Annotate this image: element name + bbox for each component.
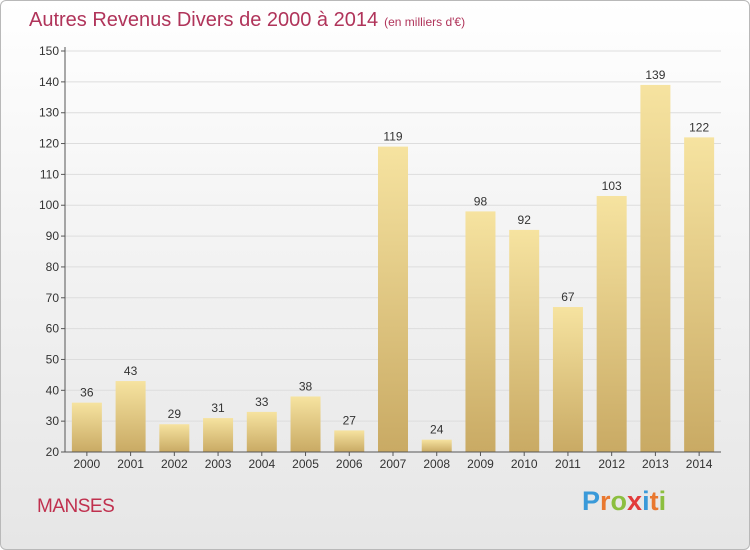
data-label: 31 [211,401,225,415]
y-tick-label: 140 [39,75,59,89]
x-tick-label: 2013 [642,457,669,471]
data-label: 29 [168,407,182,421]
x-tick-label: 2001 [117,457,144,471]
y-tick-label: 60 [46,322,60,336]
x-tick-label: 2000 [74,457,101,471]
logo-letter: x [627,486,643,516]
bar [640,84,671,452]
x-tick-label: 2004 [248,457,275,471]
bar [596,195,627,452]
bar [203,418,234,452]
y-tick-label: 150 [39,44,59,58]
y-tick-label: 100 [39,198,59,212]
bar [552,307,583,452]
logo-letter: P [582,486,601,516]
y-tick-label: 30 [46,414,60,428]
x-tick-label: 2009 [467,457,494,471]
logo-letter: r [600,486,611,516]
y-tick-label: 120 [39,137,59,151]
x-tick-label: 2014 [686,457,713,471]
y-tick-label: 90 [46,229,60,243]
y-tick-label: 110 [40,167,59,181]
x-tick-label: 2010 [511,457,538,471]
data-label: 38 [299,379,313,393]
data-label: 27 [343,413,357,427]
chart-subtitle: (en milliers d'€) [384,15,466,29]
place-name: MANSES [37,496,115,517]
x-tick-label: 2005 [292,457,319,471]
x-tick-label: 2003 [205,457,232,471]
bar [509,229,540,452]
bar [465,211,496,452]
bar [246,411,277,452]
data-label: 43 [124,364,138,378]
bar [290,396,321,452]
chart-title-text: Autres Revenus Divers de 2000 à 2014 [29,9,379,31]
x-tick-label: 2012 [598,457,625,471]
data-label: 122 [689,120,709,134]
x-tick-label: 2011 [555,457,581,471]
data-label: 92 [518,213,532,227]
data-label: 36 [80,386,94,400]
proxiti-logo: Proxiti [582,486,666,517]
chart-title: Autres Revenus Divers de 2000 à 2014 (en … [29,9,465,32]
bar [334,430,365,452]
y-tick-label: 40 [46,383,60,397]
y-tick-label: 80 [46,260,60,274]
data-label: 33 [255,395,269,409]
data-label: 24 [430,423,444,437]
x-tick-label: 2006 [336,457,363,471]
y-tick-label: 70 [46,291,60,305]
y-tick-label: 130 [39,106,59,120]
y-tick-label: 20 [46,445,60,459]
x-tick-label: 2007 [380,457,407,471]
x-tick-label: 2008 [423,457,450,471]
y-tick-label: 50 [46,352,60,366]
data-label: 98 [474,194,488,208]
logo-letter: t [649,486,659,516]
data-label: 139 [645,68,665,82]
logo-letter: o [610,486,628,516]
x-tick-label: 2002 [161,457,188,471]
data-label: 103 [602,179,622,193]
bar [684,137,715,452]
data-label: 119 [383,130,402,144]
bar [378,146,408,452]
bar [421,439,452,452]
bar [115,381,146,452]
logo-letter: i [658,486,667,516]
bar [71,402,102,452]
logo-letter: i [642,486,650,516]
bar [159,424,190,452]
data-label: 67 [561,290,575,304]
